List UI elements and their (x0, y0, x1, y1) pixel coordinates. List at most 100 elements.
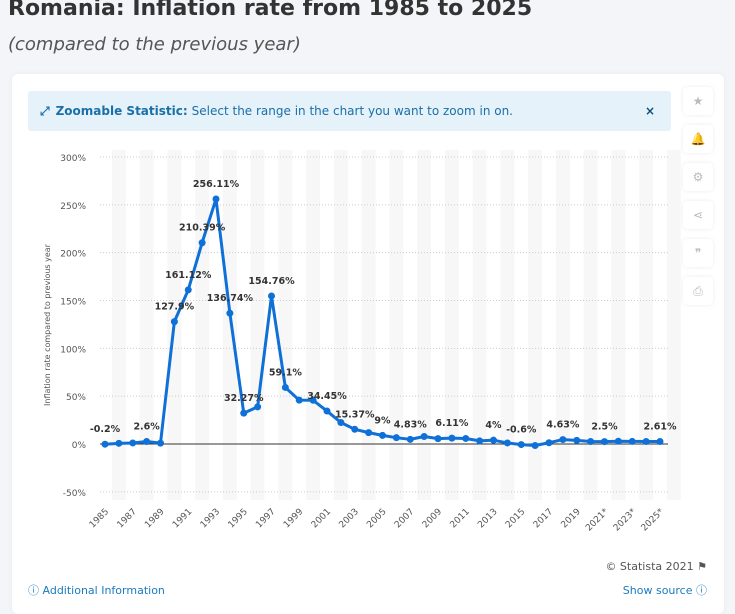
x-tick-label: 1987 (116, 507, 139, 530)
close-banner-button[interactable]: × (644, 104, 655, 118)
grid-band (611, 150, 626, 500)
copyright: © Statista 2021 ⚑ (605, 560, 707, 573)
x-tick-label: 2017 (532, 507, 555, 530)
x-tick-label: 2025* (640, 507, 667, 534)
additional-information-label: Additional Information (42, 584, 165, 597)
share-icon[interactable]: ⋖ (683, 201, 713, 229)
data-point (392, 434, 400, 442)
grid-band (444, 150, 459, 500)
x-tick-label: 1997 (254, 507, 277, 530)
grid-band (250, 150, 265, 500)
bell-icon[interactable]: 🔔 (683, 125, 713, 153)
data-point (628, 437, 636, 445)
flag-icon: ⚑ (697, 560, 707, 573)
y-tick-label: 150% (60, 298, 86, 308)
data-label: 4% (485, 420, 502, 431)
data-point (490, 436, 497, 444)
additional-information-link[interactable]: ⓘ Additional Information (28, 582, 165, 598)
data-label: 210.39% (179, 223, 226, 234)
banner-text: Select the range in the chart you want t… (191, 104, 513, 118)
grid-band (639, 150, 654, 500)
data-point (226, 309, 234, 317)
x-tick-label: 1999 (282, 507, 305, 530)
y-tick-label: 250% (60, 202, 86, 212)
x-tick-label: 2023* (612, 507, 639, 534)
data-point (531, 442, 539, 450)
data-label: 4.83% (394, 419, 427, 430)
show-source-label: Show source (622, 584, 693, 597)
y-tick-label: 50% (66, 393, 86, 403)
quote-icon[interactable]: ❞ (683, 239, 713, 267)
data-label: 127.9% (155, 302, 195, 313)
grid-band (555, 150, 570, 500)
grid-band (222, 150, 237, 500)
data-label: 2.5% (591, 422, 618, 433)
data-point (614, 437, 622, 445)
data-point (503, 439, 511, 447)
x-tick-label: 2011 (449, 507, 472, 530)
x-tick-label: 2001 (310, 507, 333, 530)
data-point (254, 403, 262, 411)
data-point (281, 383, 289, 391)
data-point (656, 438, 664, 446)
x-tick-label: 2021* (584, 507, 611, 534)
data-label: 9% (374, 415, 391, 426)
data-label: -0.2% (90, 424, 121, 435)
data-label: 256.11% (193, 179, 240, 190)
data-point (448, 434, 456, 442)
gear-icon[interactable]: ⚙ (683, 163, 713, 191)
data-point (323, 407, 331, 415)
series-line (104, 197, 661, 448)
banner-label: Zoomable Statistic: (55, 104, 188, 118)
data-label: 15.37% (335, 409, 375, 420)
data-point (337, 418, 345, 426)
data-point (587, 438, 595, 446)
copyright-text: © Statista 2021 (605, 560, 694, 573)
grid-band (417, 150, 432, 500)
y-tick-label: 200% (60, 250, 86, 260)
y-tick-label: 100% (60, 345, 86, 355)
grid-band (111, 150, 126, 500)
x-tick-label: 2005 (365, 507, 388, 530)
data-point (462, 434, 470, 442)
print-icon[interactable]: ⎙ (683, 277, 713, 305)
data-label: 136.74% (207, 293, 254, 304)
data-point (517, 441, 525, 449)
data-point (379, 431, 386, 439)
page-title: Romania: Inflation rate from 1985 to 202… (8, 0, 533, 21)
data-label: 161.12% (165, 270, 212, 281)
data-point (295, 396, 303, 404)
data-label: 154.76% (248, 276, 295, 287)
x-tick-label: 2009 (421, 507, 444, 530)
data-point (198, 239, 206, 247)
data-label: 34.45% (307, 391, 347, 402)
y-tick-label: 300% (60, 154, 86, 164)
grid-band (583, 150, 598, 500)
data-point (559, 436, 567, 444)
grid-band (195, 150, 210, 500)
x-tick-label: 2003 (338, 507, 361, 530)
data-point (268, 292, 275, 300)
data-label: 6.11% (435, 418, 468, 429)
x-tick-label: 1995 (227, 507, 250, 530)
data-point (406, 435, 414, 443)
data-point (309, 396, 317, 404)
data-point (170, 318, 178, 326)
info-icon: ⓘ (696, 584, 707, 597)
x-tick-label: 2015 (504, 507, 527, 530)
grid-band (139, 150, 154, 500)
y-tick-label: 0% (72, 441, 87, 451)
grid-band (306, 150, 321, 500)
y-tick-label: -50% (63, 489, 87, 499)
zoom-banner: ⤢ Zoomable Statistic: Select the range i… (28, 91, 671, 131)
star-icon[interactable]: ★ (683, 87, 713, 115)
data-point (351, 425, 359, 433)
data-point (434, 435, 442, 443)
grid-band (528, 150, 543, 500)
grid-band (666, 150, 681, 500)
info-icon: ⓘ (28, 584, 39, 597)
show-source-link[interactable]: Show source ⓘ (623, 582, 707, 598)
x-tick-label: 2013 (476, 507, 499, 530)
data-label: 32.27% (224, 393, 264, 404)
